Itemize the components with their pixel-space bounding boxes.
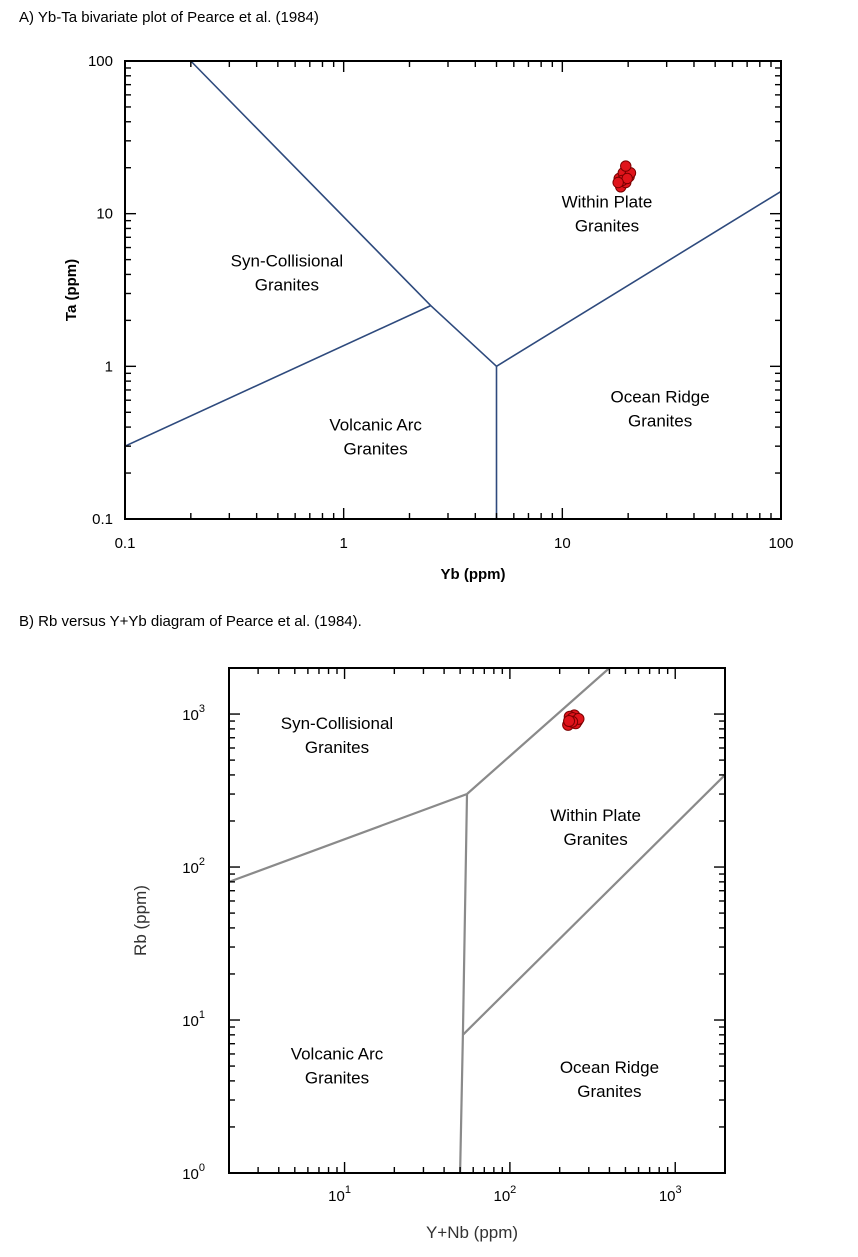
chart-b-boundary-line — [462, 774, 725, 1036]
chart-a-y-axis-title: Ta (ppm) — [63, 259, 80, 321]
chart-a-x-tick-label: 1 — [339, 535, 347, 552]
chart-b-region-label-line: Volcanic Arc — [291, 1045, 384, 1064]
chart-b-y-tick-base: 10 — [182, 1013, 199, 1030]
chart-b-x-tick-exp: 3 — [676, 1184, 682, 1196]
chart-b-y-tick-base: 10 — [182, 860, 199, 877]
chart-b-y-tick-exp: 0 — [199, 1162, 205, 1174]
chart-a-caption: A) Yb-Ta bivariate plot of Pearce et al.… — [19, 9, 319, 26]
chart-a-region-label: Volcanic Arc Granites — [329, 415, 422, 458]
chart-b-y-tick-label: 100 — [182, 1162, 205, 1183]
chart-a-y-tick-label: 100 — [88, 53, 113, 70]
chart-b-x-tick-exp: 2 — [510, 1184, 516, 1196]
chart-a-region-label-line: Volcanic Arc — [329, 415, 422, 434]
chart-b-region-label-line: Granites — [577, 1082, 641, 1101]
chart-a-x-tick-label: 10 — [554, 535, 571, 552]
chart-a-region-label-line: Granites — [575, 216, 639, 235]
chart-b-y-tick-exp: 3 — [199, 703, 205, 715]
chart-a-region-label-line: Syn-Collisional — [231, 252, 343, 271]
chart-b-frame — [228, 667, 726, 1174]
chart-b-caption: B) Rb versus Y+Yb diagram of Pearce et a… — [19, 613, 362, 630]
chart-a-region-label-line: Within Plate — [562, 192, 653, 211]
chart-b-region-label-line: Granites — [305, 738, 369, 757]
chart-a-x-tick-label: 100 — [768, 535, 793, 552]
chart-a-region-label: Ocean Ridge Granites — [610, 387, 709, 430]
chart-b-y-tick-exp: 1 — [199, 1009, 205, 1021]
chart-a-x-axis-title: Yb (ppm) — [441, 566, 506, 583]
chart-a-data-point — [612, 176, 624, 189]
chart-b-data-point — [563, 715, 576, 728]
chart-a-svg: 0.1 1 10 100 0.1 1 10 100 Syn-Collisional Granite… — [63, 53, 794, 583]
chart-b-region-label-line: Within Plate — [550, 806, 641, 825]
chart-b-y-tick-exp: 2 — [199, 856, 205, 868]
chart-a-region-label-line: Ocean Ridge — [610, 387, 709, 406]
chart-a-region-label: Within Plate Granites — [562, 192, 653, 235]
chart-a-x-tick-label: 0.1 — [115, 535, 136, 552]
chart-b-x-axis-title: Y+Nb (ppm) — [426, 1223, 518, 1242]
chart-b-x-tick-base: 10 — [493, 1188, 510, 1205]
chart-b-y-tick-base: 10 — [182, 1166, 199, 1183]
chart-a-y-tick-label: 1 — [105, 358, 113, 375]
chart-a-boundary-line — [496, 190, 782, 367]
chart-b-region-label: Ocean Ridge Granites — [560, 1058, 659, 1101]
chart-a-frame — [124, 60, 782, 520]
chart-b-x-tick-base: 10 — [328, 1188, 345, 1205]
chart-b-x-tick-label: 103 — [659, 1184, 682, 1205]
chart-a-region-label-line: Granites — [255, 276, 319, 295]
chart-b-region-label-line: Granites — [563, 830, 627, 849]
chart-a-region-label-line: Granites — [343, 439, 407, 458]
chart-a-data-point — [620, 160, 632, 172]
chart-b-y-axis-title: Rb (ppm) — [131, 885, 150, 956]
chart-b-y-tick-label: 103 — [182, 703, 205, 724]
chart-b-x-tick-base: 10 — [659, 1188, 676, 1205]
chart-b-x-tick-exp: 1 — [345, 1184, 351, 1196]
chart-b-boundary-line — [229, 668, 611, 883]
chart-b-region-label: Syn-Collisional Granites — [281, 714, 393, 757]
chart-b-boundary-line — [459, 793, 469, 1173]
chart-b-y-tick-label: 102 — [182, 856, 205, 877]
chart-a-region-label-line: Granites — [628, 411, 692, 430]
chart-b-x-tick-label: 102 — [493, 1184, 516, 1205]
chart-a-region-label: Syn-Collisional Granites — [231, 252, 343, 295]
chart-a-y-tick-label: 10 — [96, 206, 113, 223]
chart-b-x-tick-label: 101 — [328, 1184, 351, 1205]
chart-b-region-label-line: Granites — [305, 1069, 369, 1088]
chart-b-region-label: Volcanic Arc Granites — [291, 1045, 384, 1088]
chart-a-boundary-line — [124, 304, 432, 447]
chart-a-y-tick-label: 0.1 — [92, 511, 113, 528]
chart-b-y-tick-label: 101 — [182, 1009, 205, 1030]
chart-b-region-label: Within Plate Granites — [550, 806, 641, 849]
chart-b-region-label-line: Syn-Collisional — [281, 714, 393, 733]
chart-b-region-label-line: Ocean Ridge — [560, 1058, 659, 1077]
chart-b-y-tick-base: 10 — [182, 707, 199, 724]
chart-b-boundaries — [229, 668, 725, 1173]
